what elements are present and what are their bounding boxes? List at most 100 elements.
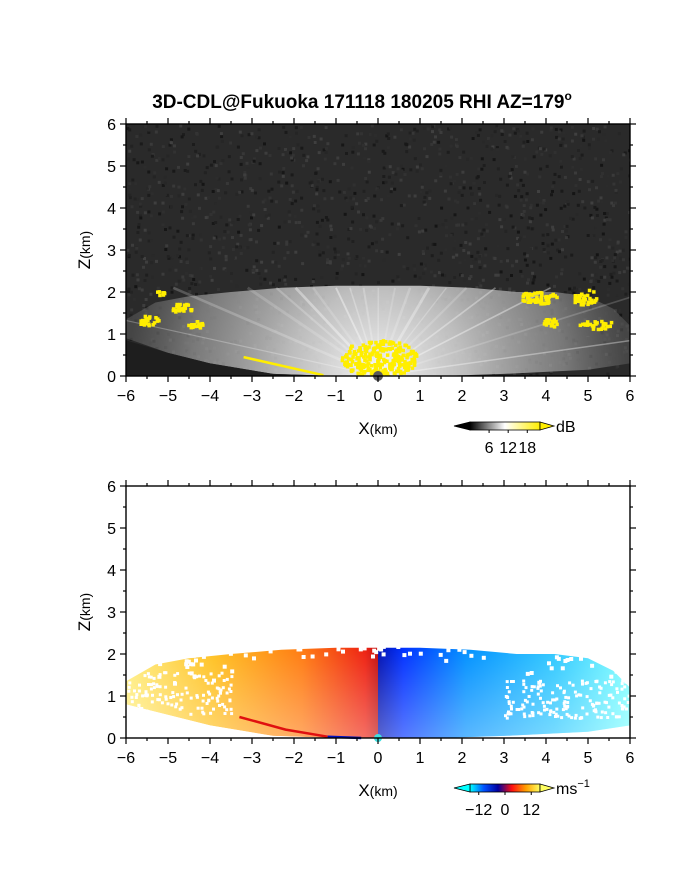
cluster-pixel [410,366,415,370]
cluster-pixel [392,371,397,375]
cluster-pixel [398,364,402,368]
noise-pixel [599,275,603,279]
noise-pixel [550,193,553,197]
gap-pixel [418,651,423,656]
noise-pixel [457,190,461,194]
noise-pixel [217,177,221,181]
noise-pixel [288,213,292,217]
noise-pixel [542,248,546,251]
noise-pixel [209,257,213,261]
noise-pixel [161,210,165,214]
cluster-pixel [605,324,610,329]
cluster-pixel [585,323,590,327]
noise-pixel [553,284,556,288]
noise-pixel [362,213,365,217]
cluster-pixel [146,318,150,323]
noise-pixel [605,184,609,188]
noise-pixel [508,133,512,137]
noise-pixel [531,127,535,131]
noise-pixel [139,142,143,146]
gap-pixel [128,681,132,685]
noise-pixel [184,257,188,261]
gap-pixel [208,692,212,696]
noise-pixel [225,223,229,227]
noise-pixel [377,150,381,154]
gap-pixel [358,647,363,652]
y-tick-label: 2 [107,285,116,302]
noise-pixel [476,250,480,254]
noise-pixel [300,225,304,229]
noise-pixel [283,220,287,224]
noise-pixel [528,216,532,220]
noise-pixel [266,216,270,220]
noise-pixel [152,175,156,179]
noise-pixel [132,158,136,162]
gap-pixel [579,656,583,661]
noise-pixel [500,129,504,133]
noise-pixel [396,227,399,231]
noise-pixel [311,280,315,284]
noise-pixel [365,180,369,184]
noise-pixel [342,162,345,166]
noise-pixel [381,237,385,241]
blocked-sector [126,340,336,376]
gap-pixel [551,642,556,647]
y-tick-label: 3 [107,243,116,260]
noise-pixel [317,250,321,254]
noise-pixel [380,198,384,202]
noise-pixel [193,156,197,160]
noise-pixel [443,274,447,278]
noise-pixel [217,251,221,255]
noise-pixel [605,218,609,222]
noise-pixel [218,237,222,241]
gap-pixel [299,643,304,648]
noise-pixel [304,234,308,238]
noise-pixel [605,256,609,260]
noise-pixel [499,259,503,263]
noise-pixel [506,247,510,251]
gap-pixel [243,644,248,649]
cluster-pixel [151,323,155,327]
noise-pixel [511,225,515,229]
noise-pixel [351,191,355,195]
gap-pixel [372,648,377,653]
noise-pixel [165,193,169,197]
noise-pixel [594,256,598,260]
noise-pixel [345,152,348,155]
noise-pixel [218,196,221,200]
gap-pixel [158,685,162,689]
noise-pixel [246,246,250,250]
noise-pixel [592,137,595,141]
noise-pixel [173,144,176,148]
noise-pixel [400,169,404,173]
noise-pixel [582,138,586,142]
noise-pixel [362,189,366,193]
noise-pixel [310,180,314,184]
gap-pixel [563,659,568,663]
noise-pixel [513,131,517,135]
noise-pixel [614,201,617,205]
gap-pixel [134,666,139,671]
noise-pixel [459,273,462,277]
noise-pixel [525,131,529,135]
gap-pixel [622,705,626,709]
noise-pixel [306,230,310,234]
cluster-pixel [351,355,355,359]
noise-pixel [239,156,243,159]
gap-pixel [613,666,618,671]
noise-pixel [407,194,411,198]
noise-pixel [312,207,316,211]
noise-pixel [313,141,317,144]
noise-pixel [475,217,478,221]
gap-pixel [562,691,566,695]
noise-pixel [430,142,434,146]
gap-pixel [178,707,182,711]
gap-pixel [176,650,181,655]
noise-pixel [445,225,448,229]
noise-pixel [419,190,423,194]
noise-pixel [187,197,191,201]
cluster-pixel [348,351,352,355]
noise-pixel [522,140,526,144]
noise-pixel [570,155,574,159]
noise-pixel [527,278,530,282]
